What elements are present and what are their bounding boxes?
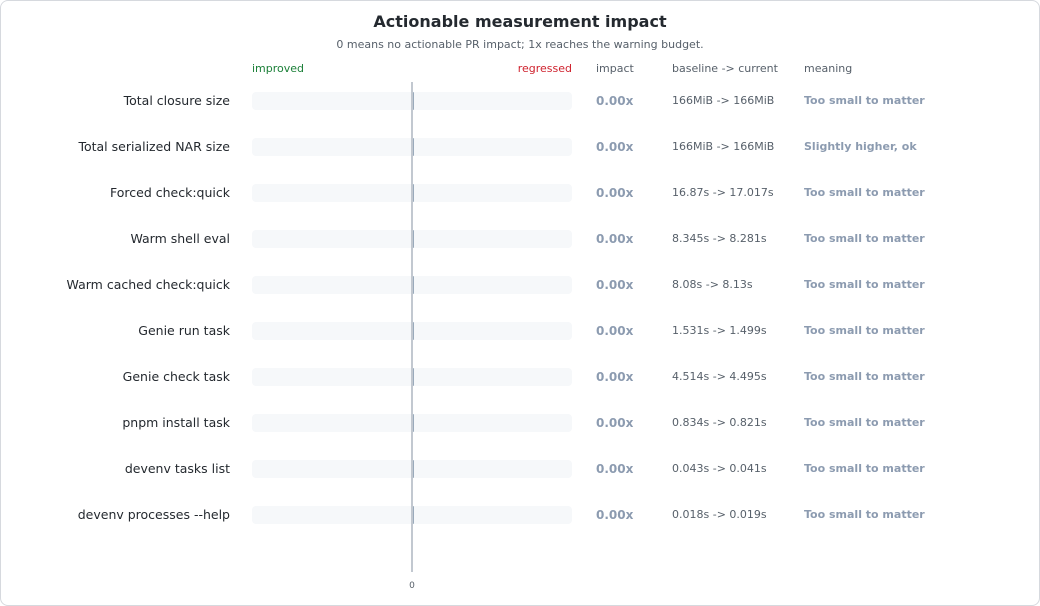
meaning-value: Too small to matter (804, 324, 925, 337)
meaning-value: Too small to matter (804, 232, 925, 245)
impact-value: 0.00x (596, 94, 634, 108)
impact-value: 0.00x (596, 186, 634, 200)
impact-bar (412, 506, 414, 524)
row-label: Warm cached check:quick (66, 277, 230, 292)
impact-bar (412, 138, 414, 156)
meaning-value: Too small to matter (804, 370, 925, 383)
baseline-current-value: 1.531s -> 1.499s (672, 324, 767, 337)
row-label: devenv processes --help (77, 507, 230, 522)
meaning-value: Too small to matter (804, 278, 925, 291)
baseline-current-value: 166MiB -> 166MiB (672, 140, 775, 153)
impact-bar (412, 230, 414, 248)
impact-value: 0.00x (596, 508, 634, 522)
impact-bar (412, 92, 414, 110)
header-impact: impact (596, 62, 634, 75)
impact-bar (412, 276, 414, 294)
baseline-current-value: 166MiB -> 166MiB (672, 94, 775, 107)
baseline-current-value: 8.08s -> 8.13s (672, 278, 753, 291)
x-tick-zero: 0 (409, 581, 415, 591)
impact-value: 0.00x (596, 324, 634, 338)
row-label: Total serialized NAR size (78, 139, 230, 154)
impact-value: 0.00x (596, 370, 634, 384)
row-label: devenv tasks list (124, 461, 230, 476)
impact-bar (412, 414, 414, 432)
header-baseline-current: baseline -> current (672, 62, 778, 75)
meaning-value: Too small to matter (804, 462, 925, 475)
meaning-value: Too small to matter (804, 416, 925, 429)
impact-bar (412, 184, 414, 202)
meaning-value: Too small to matter (804, 186, 925, 199)
baseline-current-value: 8.345s -> 8.281s (672, 232, 767, 245)
chart-subtitle: 0 means no actionable PR impact; 1x reac… (336, 38, 704, 51)
impact-value: 0.00x (596, 278, 634, 292)
baseline-current-value: 0.043s -> 0.041s (672, 462, 767, 475)
baseline-current-value: 4.514s -> 4.495s (672, 370, 767, 383)
header-regressed: regressed (517, 62, 572, 75)
header-improved: improved (252, 62, 305, 75)
impact-value: 0.00x (596, 140, 634, 154)
zero-axis-line (411, 82, 413, 572)
meaning-value: Too small to matter (804, 94, 925, 107)
row-label: Genie check task (122, 369, 230, 384)
chart-title: Actionable measurement impact (373, 12, 667, 31)
impact-value: 0.00x (596, 416, 634, 430)
header-meaning: meaning (804, 62, 853, 75)
impact-value: 0.00x (596, 462, 634, 476)
meaning-value: Slightly higher, ok (804, 140, 917, 153)
row-label: Warm shell eval (130, 231, 230, 246)
baseline-current-value: 16.87s -> 17.017s (672, 186, 774, 199)
impact-bar (412, 368, 414, 386)
impact-bar (412, 322, 414, 340)
row-label: Forced check:quick (110, 185, 230, 200)
meaning-value: Too small to matter (804, 508, 925, 521)
row-label: Genie run task (138, 323, 230, 338)
row-label: pnpm install task (122, 415, 230, 430)
baseline-current-value: 0.834s -> 0.821s (672, 416, 767, 429)
baseline-current-value: 0.018s -> 0.019s (672, 508, 767, 521)
impact-value: 0.00x (596, 232, 634, 246)
impact-bar (412, 460, 414, 478)
row-label: Total closure size (123, 93, 230, 108)
